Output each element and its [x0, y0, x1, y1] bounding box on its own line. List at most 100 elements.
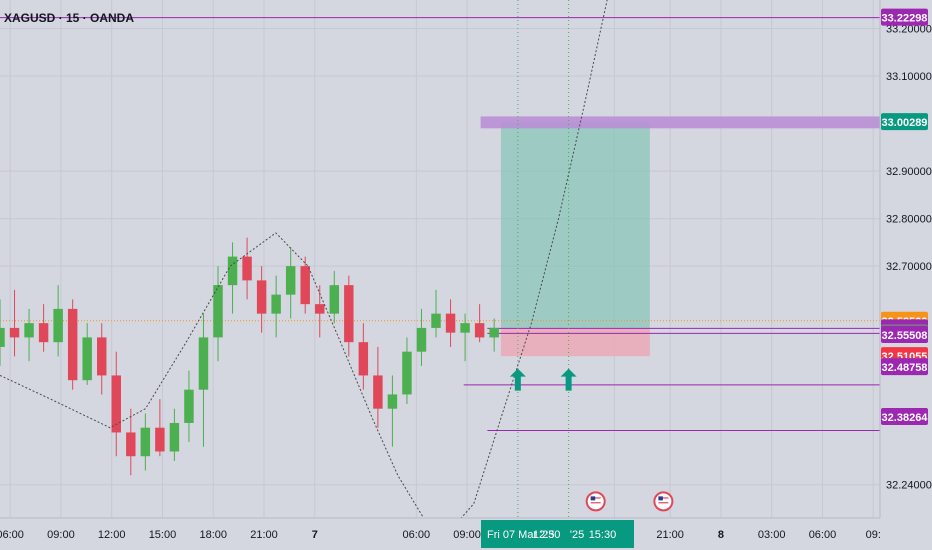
price-label: 32.55508 — [881, 325, 928, 343]
price-axis[interactable] — [880, 0, 932, 518]
candle — [169, 408, 180, 461]
candle — [38, 304, 49, 352]
candle-body — [242, 256, 252, 281]
price-label-text: 33.22298 — [882, 13, 928, 25]
price-tick-label: 32.90000 — [886, 166, 932, 178]
candle — [140, 413, 151, 471]
buy-arrows[interactable] — [509, 368, 577, 391]
price-label-bg — [881, 8, 928, 26]
time-tick-label: 18:00 — [199, 529, 227, 541]
candle-body — [300, 266, 310, 305]
time-tick-label: 8 — [718, 529, 724, 541]
candle-body — [329, 285, 340, 314]
candle — [97, 323, 107, 395]
candle — [242, 237, 252, 300]
price-label: 33.00289 — [881, 113, 928, 131]
candle-body — [416, 327, 427, 352]
candle-body — [155, 427, 165, 452]
candle — [344, 275, 354, 357]
price-label-text: 32.38264 — [882, 412, 929, 424]
candle-body — [24, 323, 34, 338]
candle — [111, 351, 121, 457]
time-badge-text: Fri 07 Mar '25 — [487, 529, 555, 541]
flag-stripe — [658, 502, 669, 504]
candle — [126, 408, 136, 476]
candle-body — [38, 323, 49, 343]
candle-body — [9, 327, 20, 338]
flag-stripe — [590, 502, 601, 504]
candle-body — [198, 337, 209, 390]
candle — [24, 308, 34, 362]
time-axis-ticks: 06:0009:0012:0015:0018:0021:00706:0009:0… — [0, 529, 881, 541]
symbol-title[interactable]: XAGUSD · 15 · OANDA — [4, 11, 135, 25]
candle — [474, 304, 485, 343]
event-ring — [653, 491, 674, 512]
candle — [285, 247, 296, 319]
candle — [9, 289, 20, 357]
time-tick-label: 09:00 — [453, 529, 481, 541]
time-tick-label: 12:00 — [98, 529, 126, 541]
price-tick-label: 33.10000 — [886, 71, 932, 83]
price-label-bg — [881, 407, 928, 425]
candle-body — [402, 351, 412, 395]
price-tick-label: 33.20000 — [886, 24, 932, 36]
candle-body — [97, 337, 107, 376]
candle — [387, 375, 398, 447]
candle — [431, 289, 441, 338]
time-tick-label: 09:00 — [47, 529, 75, 541]
candle-body — [256, 280, 267, 314]
candle — [445, 299, 456, 347]
candle — [67, 299, 78, 390]
time-badge-label: '25 — [570, 529, 584, 541]
candle — [0, 299, 5, 366]
price-label-bg — [881, 325, 928, 343]
candle-body — [111, 375, 121, 433]
candle-body — [184, 389, 194, 423]
candle-body — [373, 375, 383, 409]
candle — [213, 266, 223, 362]
time-tick-label: 21:00 — [656, 529, 684, 541]
time-tick-label: 06:00 — [0, 529, 24, 541]
candle-body — [431, 313, 441, 328]
candle — [82, 323, 92, 385]
time-badge-bg — [481, 520, 634, 548]
event-ring — [585, 491, 606, 512]
candle — [271, 275, 281, 338]
candle — [329, 270, 340, 324]
time-tick-label: 09: — [866, 529, 881, 541]
candle — [198, 313, 209, 447]
horizontal-levels[interactable] — [0, 17, 880, 432]
candle-body — [0, 327, 5, 347]
time-tick-label: 06:00 — [403, 529, 431, 541]
candle-body — [213, 285, 223, 338]
candle-body — [271, 294, 281, 314]
time-tick-label: 03:00 — [758, 529, 786, 541]
candle — [416, 308, 427, 366]
candle-body — [474, 323, 485, 338]
candle — [155, 399, 165, 457]
candle-body — [169, 422, 180, 452]
candle — [53, 285, 63, 357]
candle — [373, 346, 383, 428]
candle-body — [387, 394, 398, 409]
time-badge-label: 12:30 — [533, 529, 561, 541]
flag-stripe — [590, 499, 601, 501]
price-label-text: 32.48758 — [882, 362, 928, 374]
profit-zone — [500, 122, 650, 328]
stop-zone — [500, 327, 650, 357]
price-label-bg — [881, 358, 928, 376]
target-band — [480, 116, 880, 129]
time-tick-label: 15:00 — [149, 529, 177, 541]
up-arrow-icon — [560, 368, 577, 391]
candle-body — [344, 285, 354, 343]
flag-canton — [658, 496, 663, 501]
candle-body — [140, 427, 151, 457]
time-axis[interactable] — [0, 518, 932, 550]
candle-body — [126, 432, 136, 457]
economic-event-icons[interactable] — [585, 491, 674, 512]
time-tick-label: 21:00 — [250, 529, 278, 541]
flag-stripe — [658, 497, 669, 499]
candle-body — [358, 342, 369, 376]
